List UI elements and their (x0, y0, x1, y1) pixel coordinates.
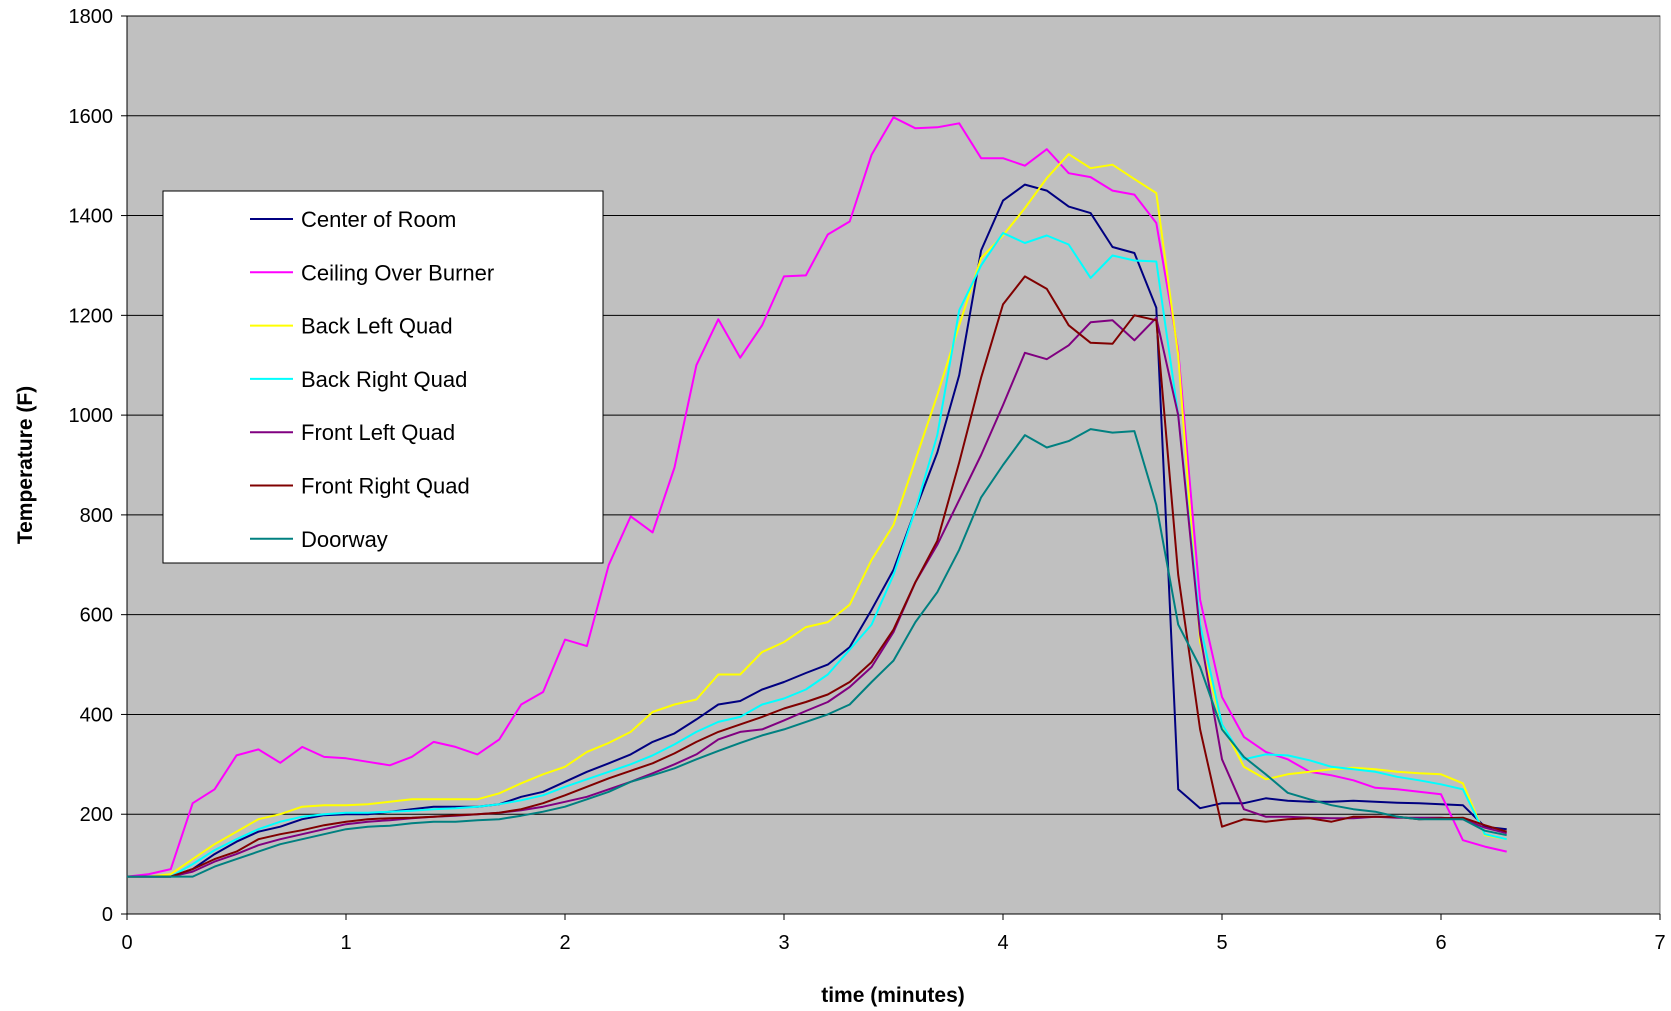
legend-label: Doorway (301, 527, 388, 552)
legend-label: Front Left Quad (301, 420, 455, 445)
series-line-6 (127, 428, 1507, 878)
legend-label: Ceiling Over Burner (301, 260, 494, 285)
y-tick-label: 1400 (69, 206, 114, 228)
y-tick-label: 0 (102, 904, 113, 926)
y-tick-labels: 0 200 400 600 800 1000 1200 1400 1600 1800 (69, 6, 127, 926)
series-line-4 (127, 316, 1507, 878)
x-tick-label: 4 (997, 932, 1008, 954)
axes (126, 16, 1660, 915)
legend-label: Back Left Quad (301, 314, 453, 339)
y-tick-label: 800 (80, 505, 113, 527)
x-tick-label: 0 (121, 932, 132, 954)
x-tick-label: 5 (1216, 932, 1227, 954)
y-tick-label: 400 (80, 704, 113, 726)
x-axis-title: time (minutes) (821, 984, 965, 1007)
legend-label: Back Right Quad (301, 367, 467, 392)
x-tick-label: 1 (340, 932, 351, 954)
series-line-2 (127, 153, 1507, 878)
legend-label: Center of Room (301, 207, 456, 232)
y-tick-label: 200 (80, 804, 113, 826)
y-tick-label: 600 (80, 605, 113, 627)
x-tick-label: 2 (559, 932, 570, 954)
x-tick-label: 3 (778, 932, 789, 954)
y-tick-label: 1000 (69, 405, 114, 427)
y-axis-title: Temperature (F) (14, 386, 37, 544)
y-tick-label: 1200 (69, 305, 114, 327)
series-lines (126, 116, 1507, 878)
x-tick-label: 7 (1654, 932, 1665, 954)
x-tick-labels: 0 1 2 3 4 5 6 7 (121, 914, 1666, 954)
series-line-0 (127, 183, 1507, 878)
gridlines (127, 15, 1660, 815)
y-tick-label: 1600 (69, 106, 114, 128)
legend-box (162, 190, 604, 564)
x-tick-label: 6 (1435, 932, 1446, 954)
y-tick-label: 1800 (69, 6, 114, 28)
legend: Center of Room Ceiling Over Burner Back Le… (162, 190, 604, 564)
series-line-3 (127, 232, 1507, 878)
legend-label: Front Right Quad (301, 474, 470, 499)
series-line-5 (127, 275, 1507, 878)
